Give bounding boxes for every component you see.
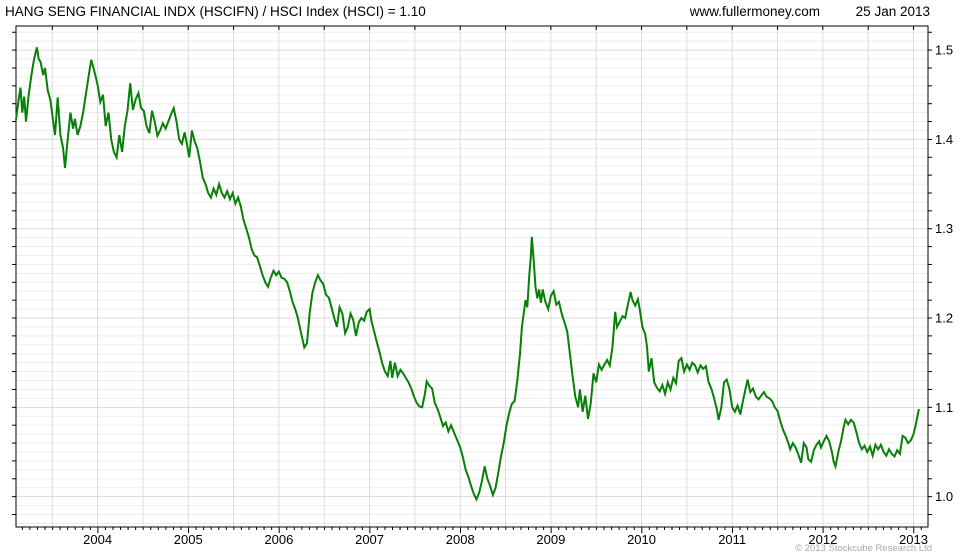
y-axis-label: 1.1	[935, 400, 953, 415]
x-axis-label: 2010	[627, 532, 656, 547]
chart-title: HANG SENG FINANCIAL INDX (HSCIFN) / HSCI…	[5, 4, 426, 19]
x-axis-label: 2006	[264, 532, 293, 547]
chart-date: 25 Jan 2013	[855, 4, 930, 19]
y-axis-label: 1.0	[935, 489, 953, 504]
x-axis-label: 2011	[718, 532, 746, 547]
ratio-series-line	[15, 47, 920, 502]
fullermoney-website-link[interactable]: www.fullermoney.com	[689, 4, 820, 19]
x-axis-label: 2013	[899, 532, 928, 547]
y-axis-label: 1.4	[935, 132, 953, 147]
x-axis-label: 2004	[83, 532, 112, 547]
x-axis-label: 2009	[536, 532, 565, 547]
plot-area[interactable]	[16, 26, 928, 527]
x-axis-label: 2005	[174, 532, 203, 547]
y-axis-label: 1.3	[935, 221, 953, 236]
copyright-notice: © 2013 Stockcube Research Ltd	[795, 543, 932, 554]
x-axis-label: 2012	[808, 532, 837, 547]
x-axis-label: 2007	[355, 532, 384, 547]
y-axis-label: 1.5	[935, 43, 953, 58]
plot-border	[15, 25, 929, 528]
x-axis-label: 2008	[446, 532, 475, 547]
y-axis-label: 1.2	[935, 311, 953, 326]
